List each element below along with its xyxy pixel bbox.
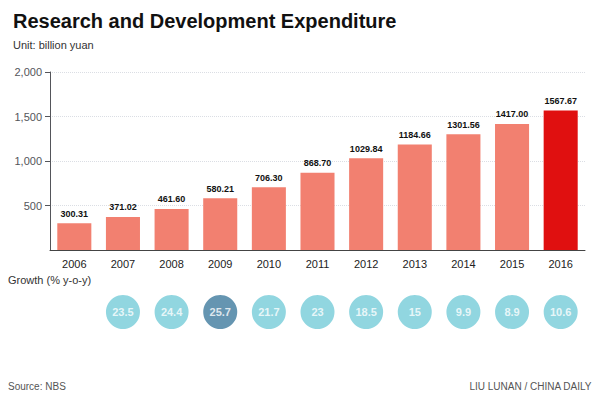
svg-text:2,000: 2,000 <box>14 66 42 78</box>
svg-text:1029.84: 1029.84 <box>350 144 383 154</box>
svg-text:2009: 2009 <box>208 258 232 270</box>
svg-text:500: 500 <box>24 200 42 212</box>
svg-text:Unit: billion yuan: Unit: billion yuan <box>13 39 94 51</box>
svg-text:8.9: 8.9 <box>504 306 519 318</box>
svg-text:371.02: 371.02 <box>109 202 137 212</box>
svg-text:15: 15 <box>409 306 421 318</box>
svg-text:1,500: 1,500 <box>14 111 42 123</box>
svg-text:1184.66: 1184.66 <box>399 130 431 140</box>
svg-text:706.30: 706.30 <box>255 173 283 183</box>
svg-text:23.5: 23.5 <box>112 306 133 318</box>
svg-text:2010: 2010 <box>257 258 281 270</box>
svg-text:2014: 2014 <box>451 258 475 270</box>
svg-text:Growth (% y-o-y): Growth (% y-o-y) <box>8 274 91 286</box>
svg-text:Source: NBS: Source: NBS <box>8 381 66 392</box>
svg-text:461.60: 461.60 <box>158 194 186 204</box>
svg-text:2008: 2008 <box>159 258 183 270</box>
svg-text:300.31: 300.31 <box>61 209 89 219</box>
svg-text:2013: 2013 <box>403 258 427 270</box>
svg-text:868.70: 868.70 <box>304 158 332 168</box>
svg-text:18.5: 18.5 <box>355 306 376 318</box>
svg-text:24.4: 24.4 <box>161 306 183 318</box>
svg-text:580.21: 580.21 <box>206 184 234 194</box>
svg-text:23: 23 <box>311 306 323 318</box>
svg-text:10.6: 10.6 <box>550 306 571 318</box>
svg-text:1417.00: 1417.00 <box>496 109 529 119</box>
svg-text:2007: 2007 <box>111 258 135 270</box>
svg-text:25.7: 25.7 <box>210 306 231 318</box>
svg-text:9.9: 9.9 <box>456 306 471 318</box>
svg-text:2012: 2012 <box>354 258 378 270</box>
svg-text:21.7: 21.7 <box>258 306 279 318</box>
svg-text:2011: 2011 <box>306 258 330 270</box>
svg-text:LIU LUNAN / CHINA DAILY: LIU LUNAN / CHINA DAILY <box>469 381 591 392</box>
svg-text:2016: 2016 <box>548 258 572 270</box>
svg-text:2006: 2006 <box>62 258 86 270</box>
svg-text:1301.56: 1301.56 <box>447 120 480 130</box>
svg-text:Research and Development Expen: Research and Development Expenditure <box>13 10 396 32</box>
svg-text:1567.67: 1567.67 <box>544 96 577 106</box>
svg-text:1,000: 1,000 <box>14 155 42 167</box>
svg-text:2015: 2015 <box>500 258 524 270</box>
